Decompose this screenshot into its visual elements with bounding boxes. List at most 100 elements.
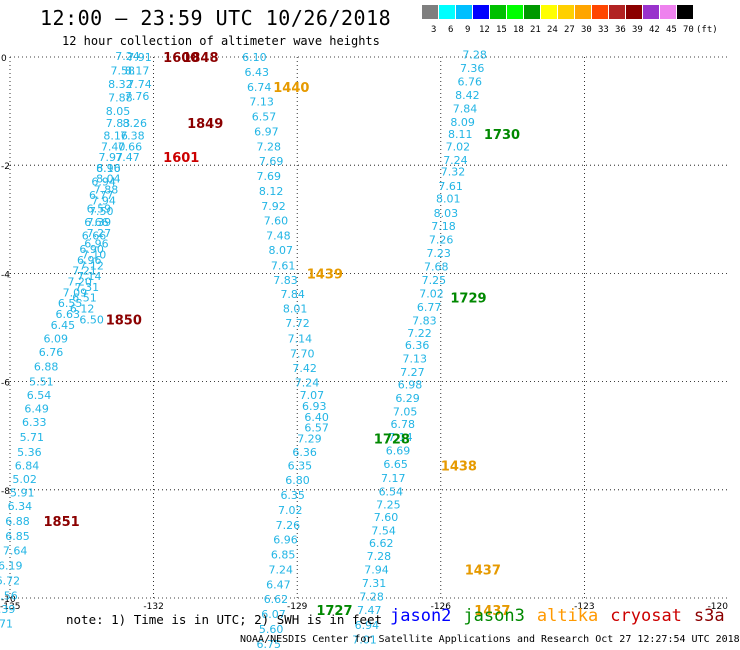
wave-height-value: 7.01 [352, 634, 377, 647]
wave-height-value: 6.43 [245, 66, 270, 79]
wave-height-value: 7.88 [94, 184, 119, 197]
legend-label: 70 [683, 25, 694, 35]
mission-label-cryosat: cryosat [610, 606, 682, 626]
wave-height-value: 7.24 [268, 563, 293, 576]
wave-height-value: 8.01 [283, 303, 308, 316]
wave-height-value: 7.74 [127, 78, 152, 91]
legend-swatch [575, 5, 591, 19]
pass-time-label: 1438 [441, 459, 477, 474]
legend-swatch [592, 5, 608, 19]
wave-height-value: 7.14 [77, 270, 102, 283]
legend-swatch [660, 5, 676, 19]
wave-height-value: 6.94 [91, 175, 116, 188]
wave-height-value: 6.45 [51, 319, 76, 332]
wave-height-value: 8.07 [268, 244, 293, 257]
legend-swatch [422, 5, 438, 19]
legend-label: 39 [632, 25, 643, 35]
wave-height-value: 7.31 [75, 281, 100, 294]
wave-height-value: 7.97 [99, 151, 124, 164]
wave-height-value: 6.77 [417, 301, 442, 314]
map-title: 12:00 – 23:59 UTC 10/26/2018 [40, 6, 392, 30]
wave-height-value: 8.04 [96, 173, 121, 186]
legend-label: 21 [530, 25, 541, 35]
wave-height-value: 6.93 [302, 400, 327, 413]
wave-height-value: 7.61 [271, 259, 296, 272]
pass-time-label: 1439 [307, 267, 343, 282]
legend-swatch [507, 5, 523, 19]
wave-height-value: 6.96 [273, 534, 298, 547]
legend-swatch [524, 5, 540, 19]
x-tick-label: -132 [143, 602, 163, 612]
wave-height-value: 7.48 [266, 230, 291, 243]
wave-height-value: 7.23 [426, 247, 451, 260]
wave-height-value: 7.18 [431, 220, 456, 233]
mission-legend: jason2 jason3 altika cryosat s3a [390, 606, 737, 626]
pass-time-label: 1849 [187, 117, 223, 132]
pass-time-label: 1851 [44, 515, 80, 530]
wave-height-value: 6.55 [58, 297, 83, 310]
x-tick-label: -123 [574, 602, 594, 612]
wave-height-value: 6.84 [15, 459, 40, 472]
wave-height-value: 6.88 [5, 515, 30, 528]
wave-height-value: 6.29 [395, 392, 420, 405]
wave-height-value: 6.69 [386, 444, 411, 457]
wave-height-value: 6.63 [55, 308, 79, 321]
wave-height-value: 7.91 [127, 51, 152, 64]
wave-height-value: 7.61 [438, 180, 463, 193]
wave-height-value: 7.50 [89, 205, 114, 218]
wave-height-value: 6.76 [39, 346, 64, 359]
wave-height-value: 6.40 [304, 411, 329, 424]
legend-label: 45 [666, 25, 677, 35]
wave-height-value: 7.40 [101, 140, 126, 153]
legend-unit: (ft) [696, 25, 718, 35]
legend-label: 9 [465, 25, 471, 35]
wave-height-value: 8.16 [103, 129, 128, 142]
wave-height-value: 7.14 [288, 332, 313, 345]
wave-height-value: 8.32 [108, 78, 133, 91]
wave-height-value: 7.27 [400, 366, 425, 379]
wave-height-value: 5.60 [259, 623, 284, 636]
legend-label: 30 [581, 25, 592, 35]
wave-height-value: 6.96 [77, 254, 102, 267]
wave-height-value: 7.38 [120, 129, 144, 142]
wave-height-value: 6.97 [254, 126, 279, 139]
wave-height-value: 7.26 [429, 233, 454, 246]
wave-height-value: 6.34 [8, 500, 33, 513]
wave-height-value: 7.05 [393, 405, 418, 418]
pass-time-label: 1600 [163, 51, 199, 66]
wave-height-value: 6.56 [0, 589, 18, 602]
wave-height-value: 8.05 [106, 105, 131, 118]
wave-height-value: 8.17 [125, 65, 150, 78]
wave-height-value: 7.24 [115, 50, 140, 63]
wave-height-value: 6.50 [79, 313, 104, 326]
wave-height-value: 6.35 [280, 489, 305, 502]
wave-height-value: 7.28 [367, 550, 392, 563]
wave-height-value: 6.10 [242, 51, 266, 64]
wave-height-value: 7.21 [72, 265, 97, 278]
wave-height-value: 7.28 [462, 48, 487, 61]
x-tick-label: -120 [708, 602, 729, 612]
wave-height-value: 6.33 [22, 416, 47, 429]
wave-height-value: 6.57 [304, 422, 329, 435]
wave-height-value: 7.58 [111, 65, 135, 78]
wave-height-value: 6.49 [24, 403, 49, 416]
legend-label: 6 [448, 25, 454, 35]
legend-label: 12 [479, 25, 490, 35]
wave-height-value: 8.10 [96, 162, 121, 175]
wave-height-value: 6.19 [0, 560, 23, 573]
wave-height-value: 7.17 [381, 472, 406, 485]
wave-height-value: 7.76 [125, 90, 150, 103]
wave-height-value: 8.01 [436, 193, 461, 206]
wave-height-value: 7.83 [106, 117, 131, 130]
wave-height-value: 7.28 [257, 140, 282, 153]
legend-label: 18 [513, 25, 524, 35]
footer-note: note: 1) Time is in UTC; 2) SWH is in fe… [66, 612, 383, 627]
legend-swatch [473, 5, 489, 19]
legend-swatch [643, 5, 659, 19]
wave-height-value: 7.24 [295, 377, 320, 390]
legend-swatch [490, 5, 506, 19]
mission-label-jason3: jason3 [463, 606, 525, 626]
legend-swatch [541, 5, 557, 19]
wave-height-value: 7.60 [374, 511, 399, 524]
wave-height-value: 6.76 [458, 75, 483, 88]
